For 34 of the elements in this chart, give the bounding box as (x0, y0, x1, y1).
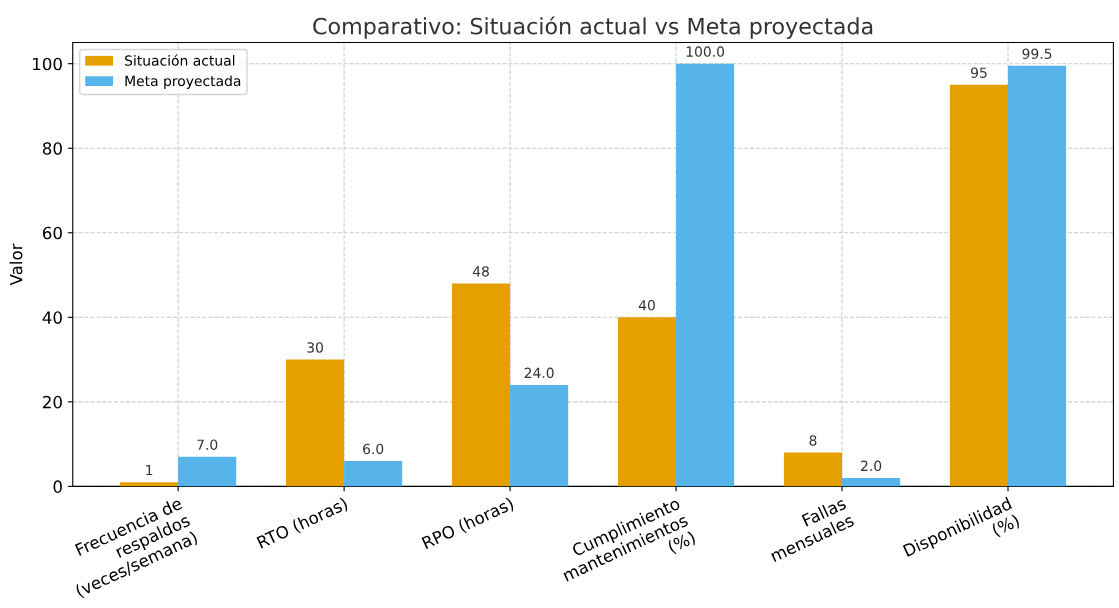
data-label: 99.5 (1022, 48, 1052, 59)
bar (286, 359, 345, 487)
bar (949, 84, 1009, 487)
y-tick-label: 40 (42, 311, 62, 324)
chart-title: Comparativo: Situación actual vs Meta proyectada (313, 16, 873, 39)
legend-label: Situación actual (125, 54, 235, 66)
y-tick-label: 100 (33, 57, 62, 71)
y-axis-title: Valor (9, 243, 23, 286)
y-tick-label: 80 (42, 142, 62, 155)
y-tick-label: 20 (43, 395, 62, 409)
data-label: 100.0 (686, 46, 725, 57)
data-label: 1 (146, 464, 153, 476)
bar (783, 452, 843, 487)
legend-label: Meta proyectada (125, 75, 241, 89)
data-label: 40 (638, 299, 655, 311)
data-label: 8 (809, 435, 817, 446)
y-tick-label: 0 (53, 480, 62, 493)
data-label: 48 (472, 266, 489, 277)
bar (178, 456, 237, 487)
bar (617, 317, 677, 487)
bar (1008, 65, 1067, 487)
data-label: 2.0 (861, 460, 882, 472)
bar (451, 283, 511, 487)
bar (676, 63, 735, 487)
data-label: 7.0 (197, 439, 218, 450)
bar (120, 482, 179, 487)
bar (344, 461, 403, 487)
data-label: 24.0 (524, 367, 554, 379)
bar (842, 477, 901, 487)
data-label: 6.0 (363, 443, 384, 455)
bar (510, 384, 569, 487)
data-label: 95 (971, 67, 987, 78)
y-tick-label: 60 (42, 226, 62, 240)
data-label: 30 (307, 342, 323, 353)
